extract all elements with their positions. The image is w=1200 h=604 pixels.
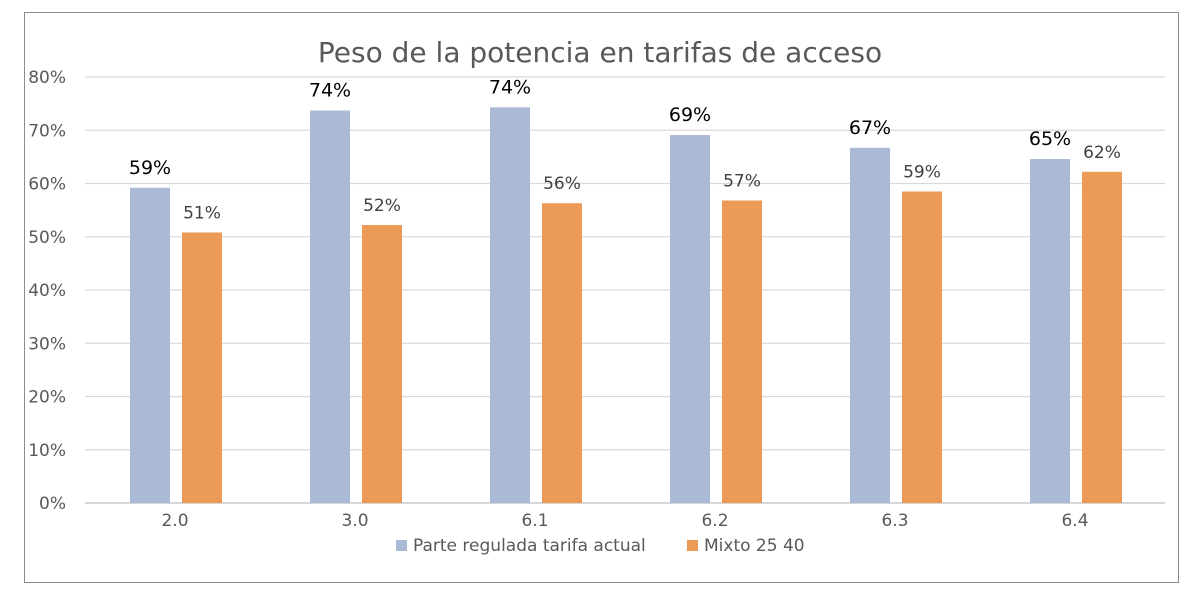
legend: Parte regulada tarifa actual Mixto 25 40 bbox=[396, 536, 805, 556]
legend-label-series-2: Mixto 25 40 bbox=[704, 536, 805, 556]
chart-title: Peso de la potencia en tarifas de acceso bbox=[318, 36, 882, 69]
bar-parte-regulada-3.0 bbox=[310, 110, 350, 504]
bar-mixto-25-40-6.2 bbox=[722, 200, 762, 504]
data-label: 69% bbox=[669, 104, 711, 126]
bar-parte-regulada-6.4 bbox=[1030, 159, 1070, 503]
y-tick-label: 10% bbox=[28, 441, 66, 461]
data-label: 52% bbox=[363, 196, 401, 216]
data-label: 59% bbox=[903, 162, 941, 182]
bar-parte-regulada-2.0 bbox=[130, 187, 170, 503]
y-tick-label: 30% bbox=[28, 334, 66, 354]
x-tick-label: 6.4 bbox=[1061, 511, 1088, 531]
y-tick-label: 50% bbox=[28, 228, 66, 248]
data-label: 74% bbox=[489, 76, 531, 98]
x-tick-label: 2.0 bbox=[161, 511, 188, 531]
bar-mixto-25-40-3.0 bbox=[362, 225, 402, 503]
y-tick-label: 20% bbox=[28, 388, 66, 408]
x-tick-label: 6.2 bbox=[701, 511, 728, 531]
y-tick-label: 40% bbox=[28, 281, 66, 301]
bar-mixto-25-40-6.3 bbox=[902, 191, 942, 504]
y-tick-label: 80% bbox=[28, 68, 66, 88]
data-label: 65% bbox=[1029, 128, 1071, 150]
data-label: 59% bbox=[129, 157, 171, 179]
y-tick-label: 70% bbox=[28, 121, 66, 141]
data-label: 57% bbox=[723, 172, 761, 192]
bar-mixto-25-40-2.0 bbox=[182, 232, 222, 504]
data-label: 74% bbox=[309, 80, 351, 102]
bar-parte-regulada-6.3 bbox=[850, 147, 890, 503]
x-tick-label: 3.0 bbox=[341, 511, 368, 531]
data-label: 51% bbox=[183, 203, 221, 223]
x-tick-label: 6.3 bbox=[881, 511, 908, 531]
legend-swatch-series-2 bbox=[687, 540, 698, 551]
legend-label-series-1: Parte regulada tarifa actual bbox=[413, 536, 646, 556]
bar-mixto-25-40-6.1 bbox=[542, 203, 582, 503]
bar-parte-regulada-6.1 bbox=[490, 107, 530, 503]
data-label: 62% bbox=[1083, 143, 1121, 163]
y-tick-label: 0% bbox=[39, 494, 66, 514]
data-label: 67% bbox=[849, 117, 891, 139]
bar-parte-regulada-6.2 bbox=[670, 135, 710, 504]
y-tick-label: 60% bbox=[28, 175, 66, 195]
legend-swatch-series-1 bbox=[396, 540, 407, 551]
bar-mixto-25-40-6.4 bbox=[1082, 171, 1122, 503]
x-tick-label: 6.1 bbox=[521, 511, 548, 531]
data-label: 56% bbox=[543, 174, 581, 194]
